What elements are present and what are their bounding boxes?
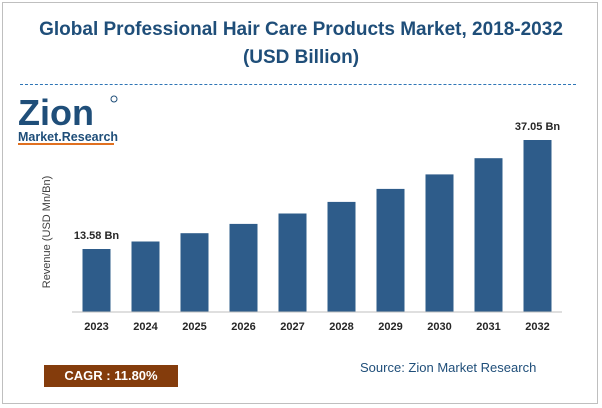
- bar-2031: [474, 158, 503, 312]
- data-label-2032: 37.05 Bn: [515, 121, 561, 133]
- x-tick-label-2030: 2030: [427, 321, 451, 333]
- bar-2028: [327, 201, 356, 312]
- title-divider: [20, 84, 576, 85]
- chart-title: Global Professional Hair Care Products M…: [0, 16, 602, 72]
- bars-group: [82, 140, 552, 312]
- x-tick-label-2031: 2031: [476, 321, 500, 333]
- x-tick-label-2023: 2023: [84, 321, 108, 333]
- x-tick-label-2027: 2027: [280, 321, 304, 333]
- zion-logo: Zion Market.Research: [18, 92, 118, 145]
- data-label-2023: 13.58 Bn: [74, 230, 120, 242]
- bar-2027: [278, 213, 307, 312]
- bar-2030: [425, 174, 454, 312]
- x-tick-label-2024: 2024: [133, 321, 158, 333]
- bar-2024: [131, 241, 160, 312]
- x-tick-label-2029: 2029: [378, 321, 402, 333]
- logo-brand-sub: Market.Research: [18, 130, 118, 144]
- logo-brand-main: Zion: [18, 92, 94, 133]
- bar-2032: [523, 140, 552, 312]
- chart-title-line-2: (USD Billion): [242, 47, 360, 68]
- x-tick-labels: 2023 2024 2025 2026 2027 2028 2029 2030 2031 2032: [84, 321, 549, 333]
- data-labels: 13.58 Bn 37.05 Bn: [74, 121, 561, 242]
- y-axis-label: Revenue (USD Mn/Bn): [41, 176, 53, 289]
- source-label: Source: Zion Market Research: [360, 360, 537, 375]
- chart-title-line-1: Global Professional Hair Care Products M…: [39, 19, 563, 40]
- bar-2025: [180, 233, 209, 312]
- bar-2023: [82, 249, 111, 312]
- x-tick-label-2025: 2025: [182, 321, 206, 333]
- x-tick-label-2028: 2028: [329, 321, 353, 333]
- bar-2029: [376, 188, 405, 312]
- bar-2026: [229, 223, 258, 312]
- logo-registered-mark: [110, 95, 118, 103]
- x-tick-label-2032: 2032: [525, 321, 549, 333]
- x-tick-label-2026: 2026: [231, 321, 255, 333]
- cagr-badge: CAGR : 11.80%: [44, 365, 178, 387]
